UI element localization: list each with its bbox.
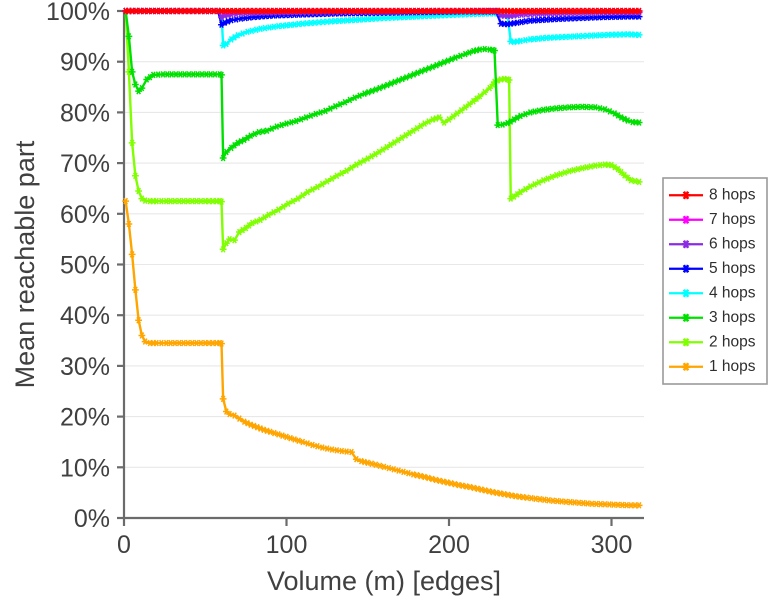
series-markers — [122, 197, 643, 509]
x-tick-label: 100 — [266, 531, 308, 559]
legend-marker-icon — [681, 362, 691, 372]
legend-marker-icon — [681, 215, 691, 225]
legend-item-1-hops[interactable]: 1 hops — [669, 358, 756, 375]
y-tick-label: 20% — [60, 404, 110, 432]
legend-item-3-hops[interactable]: 3 hops — [669, 309, 756, 326]
legend-marker-icon — [681, 337, 691, 347]
series-markers — [122, 7, 643, 162]
legend-marker-icon — [681, 239, 691, 249]
legend-item-2-hops[interactable]: 2 hops — [669, 333, 756, 350]
gridlines — [124, 10, 644, 468]
y-tick-label: 60% — [60, 201, 110, 229]
x-tick-label: 200 — [428, 531, 470, 559]
y-tick-label: 30% — [60, 353, 110, 381]
legend-label: 2 hops — [709, 333, 756, 350]
y-tick-label: 50% — [60, 252, 110, 280]
y-tick-label: 70% — [60, 150, 110, 178]
y-tick-label: 0% — [74, 505, 110, 533]
legend-marker-icon — [681, 313, 691, 323]
y-tick-label: 40% — [60, 302, 110, 330]
series-8-hops — [122, 7, 643, 15]
y-tick-label: 90% — [60, 49, 110, 77]
y-tick-label: 100% — [46, 0, 110, 26]
series-3-hops — [122, 7, 643, 162]
y-tick-label: 10% — [60, 454, 110, 482]
series-line — [124, 199, 641, 507]
x-axis-ticks: 0 100 200 300 — [117, 518, 632, 559]
legend-item-7-hops[interactable]: 7 hops — [669, 211, 756, 228]
legend-label: 3 hops — [709, 309, 756, 326]
legend-marker-icon — [681, 288, 691, 298]
series-markers — [122, 7, 643, 253]
x-tick-label: 300 — [591, 531, 633, 559]
legend-item-4-hops[interactable]: 4 hops — [669, 284, 756, 301]
legend-marker-icon — [681, 190, 691, 200]
y-axis-title: Mean reachable part — [10, 140, 40, 388]
x-axis-title: Volume (m) [edges] — [267, 566, 501, 596]
legend-item-8-hops[interactable]: 8 hops — [669, 186, 756, 203]
series-markers — [122, 7, 643, 15]
legend-label: 1 hops — [709, 358, 756, 375]
legend: 8 hops 7 hops 6 hops 5 hops 4 hops 3 hops 2 ho… — [662, 177, 768, 385]
legend-marker-icon — [681, 264, 691, 274]
data-series-group — [122, 7, 643, 509]
legend-box — [662, 177, 768, 385]
legend-label: 4 hops — [709, 284, 756, 301]
series-1-hops — [122, 197, 643, 509]
y-tick-label: 80% — [60, 99, 110, 127]
legend-item-5-hops[interactable]: 5 hops — [669, 260, 756, 277]
legend-label: 7 hops — [709, 211, 756, 228]
legend-item-6-hops[interactable]: 6 hops — [669, 235, 756, 252]
legend-label: 6 hops — [709, 235, 756, 252]
x-tick-label: 0 — [117, 531, 131, 559]
series-2-hops — [122, 7, 643, 253]
legend-label: 5 hops — [709, 260, 756, 277]
y-axis-ticks: 0% 10% 20% 30% 40% 50% 60% 70% 80% 90% 100% — [46, 0, 124, 533]
legend-label: 8 hops — [709, 186, 756, 203]
